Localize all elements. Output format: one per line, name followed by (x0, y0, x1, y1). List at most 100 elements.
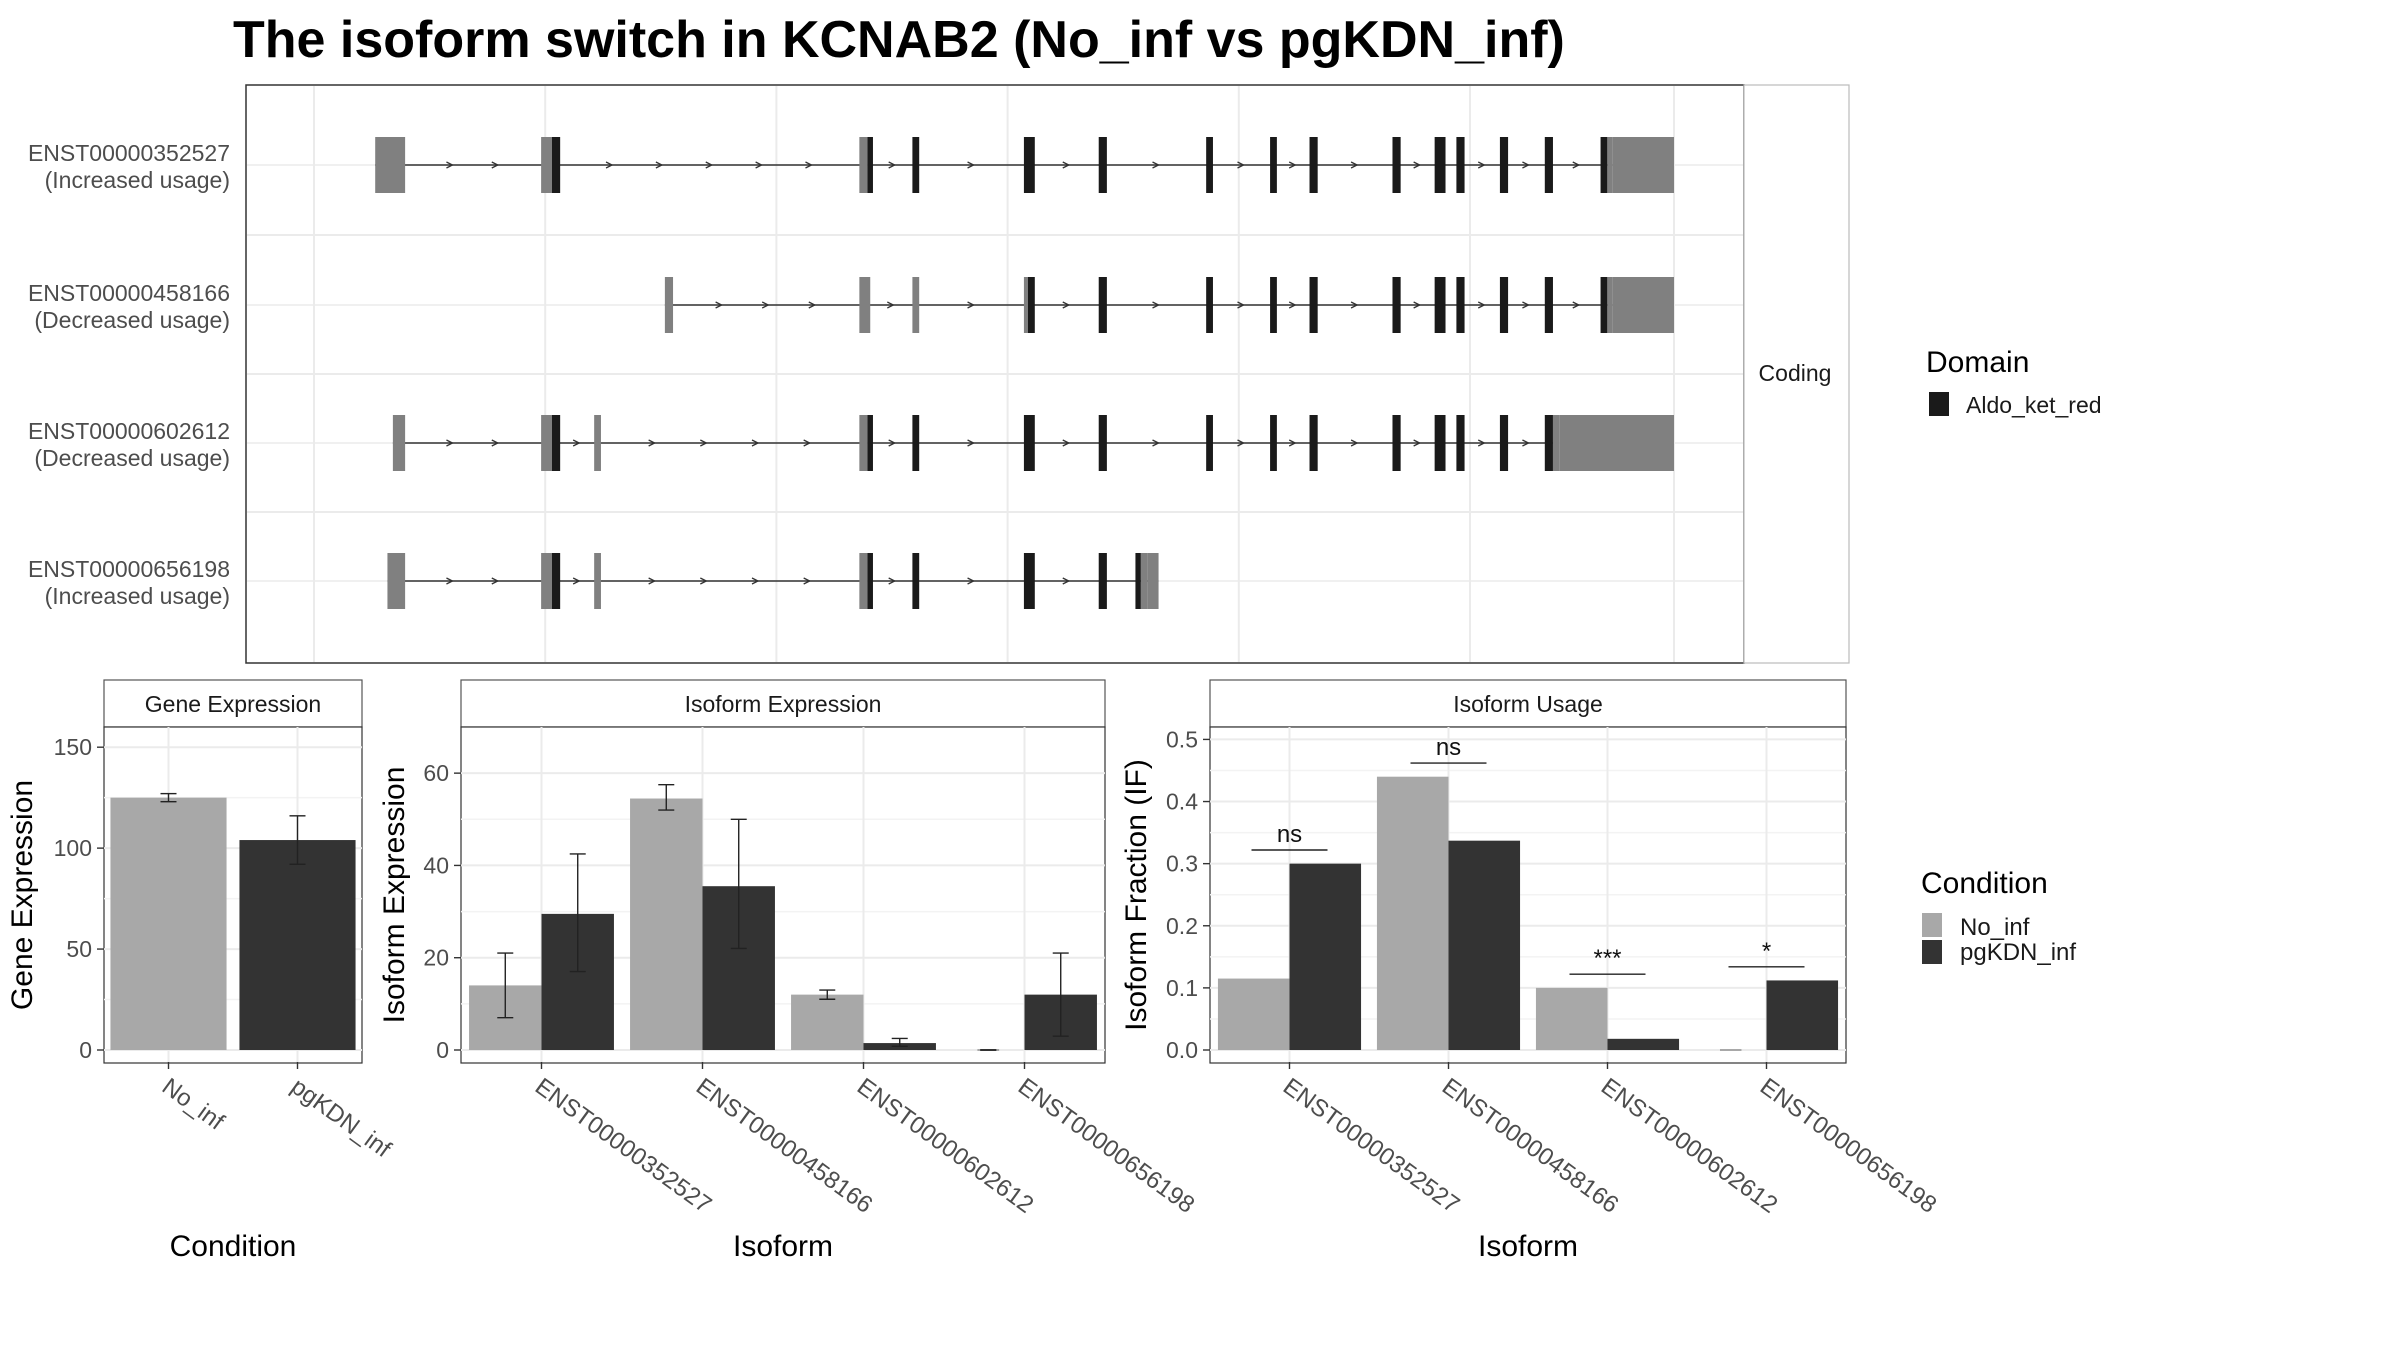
exon-utr (859, 277, 871, 333)
y-tick-label: 50 (66, 936, 92, 962)
gene-expression-xlabel: Condition (170, 1230, 297, 1263)
exon-domain-aldo-ket-red (1434, 415, 1446, 471)
strand-arrow (1350, 161, 1359, 169)
x-tick-label-enst00000602612: ENST00000602612 (1596, 1073, 1782, 1219)
bar-no-inf-enst00000602612 (791, 994, 864, 1050)
exon-domain-aldo-ket-red (1028, 277, 1035, 333)
isoform-expression-ylabel: Isoform Expression (378, 767, 411, 1024)
gene-structure-panel: ENST00000352527(Increased usage) ENST0000… (28, 84, 1850, 664)
condition-legend-label-pgkdn-inf: pgKDN_inf (1960, 939, 2076, 966)
exon-utr (1147, 553, 1159, 609)
exon-domain-aldo-ket-red (1206, 415, 1213, 471)
y-tick-label: 40 (423, 852, 449, 878)
exon-domain-aldo-ket-red (1135, 553, 1141, 609)
isoform-usage-xlabel: Isoform (1478, 1230, 1578, 1263)
x-tick-label-enst00000602612: ENST00000602612 (852, 1073, 1038, 1219)
exon-domain-aldo-ket-red (1098, 553, 1107, 609)
exon-utr (859, 137, 868, 193)
exon-domain-aldo-ket-red (1499, 277, 1509, 333)
exon-domain-aldo-ket-red (867, 137, 873, 193)
isoform-label-enst00000352527: ENST00000352527 (28, 140, 230, 166)
strand-arrow (491, 161, 500, 169)
strand-arrow (761, 301, 770, 309)
exon-domain-aldo-ket-red (1392, 415, 1401, 471)
exon-utr (541, 415, 552, 471)
exon-domain-aldo-ket-red (1456, 277, 1465, 333)
exon-domain-aldo-ket-red (1270, 137, 1277, 193)
exon-domain-aldo-ket-red (1544, 415, 1553, 471)
condition-legend-title: Condition (1921, 867, 2048, 900)
exon-domain-aldo-ket-red (1544, 137, 1553, 193)
strand-arrow (888, 439, 897, 447)
strand-arrow (715, 301, 724, 309)
figure-title: The isoform switch in KCNAB2 (No_inf vs … (233, 11, 1565, 69)
x-tick-label-enst00000352527: ENST00000352527 (530, 1073, 716, 1219)
x-tick-label-enst00000352527: ENST00000352527 (1278, 1073, 1464, 1219)
gene-expression-strip (103, 679, 363, 728)
x-tick-label-enst00000458166: ENST00000458166 (691, 1073, 877, 1219)
exon-utr (912, 277, 920, 333)
y-tick-label: 0 (436, 1037, 449, 1063)
bar-pgkdn-inf-enst00000458166 (1448, 840, 1521, 1050)
domain-legend-swatch (1929, 392, 1949, 416)
isoform-track-enst00000352527 (375, 137, 1674, 193)
strand-arrow (1062, 577, 1071, 585)
strand-arrow (1477, 161, 1486, 169)
x-tick-label-enst00000656198: ENST00000656198 (1013, 1073, 1199, 1219)
exon-domain-aldo-ket-red (912, 553, 920, 609)
strand-arrow (572, 439, 581, 447)
strand-arrow (1350, 301, 1359, 309)
isoform-usage-strip-label: Isoform Usage (1453, 691, 1603, 717)
strand-arrow (446, 577, 454, 585)
exon-domain-aldo-ket-red (867, 553, 873, 609)
condition-legend: Condition No_inf pgKDN_inf (1921, 867, 2076, 966)
condition-legend-swatch-pgkdn-inf (1922, 940, 1942, 964)
strand-arrow (888, 577, 897, 585)
exon-domain-aldo-ket-red (1499, 415, 1509, 471)
exon-utr (594, 553, 601, 609)
bar-no-inf-enst00000458166 (1376, 776, 1449, 1050)
domain-legend: Domain Aldo_ket_red (1926, 346, 2102, 418)
strand-arrow (967, 161, 976, 169)
exon-domain-aldo-ket-red (1270, 277, 1277, 333)
exon-domain-aldo-ket-red (1544, 277, 1553, 333)
strand-arrow (1572, 301, 1581, 309)
exon-utr (392, 415, 406, 471)
strand-arrow (1413, 161, 1422, 169)
strand-arrow (967, 577, 976, 585)
isoform-usage-strip (1209, 679, 1847, 728)
gene-expression-panel: Gene Expression 0 50 100 150 No_inf pgKDN_inf… (6, 679, 396, 1263)
x-tick-label-enst00000458166: ENST00000458166 (1437, 1073, 1623, 1219)
isoform-label-enst00000458166: ENST00000458166 (28, 280, 230, 306)
bar-pgkdn-inf (239, 840, 356, 1050)
strand-arrow (491, 577, 500, 585)
exon-utr (1023, 277, 1028, 333)
gene-expression-ylabel: Gene Expression (6, 780, 39, 1010)
strand-arrow (1572, 161, 1581, 169)
exon-domain-aldo-ket-red (1098, 277, 1107, 333)
bar-pgkdn-inf-enst00000352527 (1289, 863, 1362, 1050)
strand-arrow (1237, 161, 1245, 169)
strand-arrow (491, 439, 500, 447)
bar-no-inf-enst00000602612 (1535, 987, 1608, 1050)
bar-no-inf-enst00000352527 (1217, 978, 1290, 1050)
y-tick-label: 0 (79, 1037, 92, 1063)
isoform-expression-strip-label: Isoform Expression (685, 691, 882, 717)
exon-utr (1607, 277, 1613, 333)
strand-arrow (888, 161, 897, 169)
isoform-label-enst00000602612: ENST00000602612 (28, 418, 230, 444)
y-tick-label: 0.5 (1166, 726, 1198, 752)
strand-arrow (1062, 161, 1071, 169)
significance-label: * (1762, 938, 1771, 965)
exon-domain-aldo-ket-red (1600, 137, 1608, 193)
strand-arrow (1413, 439, 1422, 447)
isoform-track-enst00000458166 (664, 277, 1674, 333)
significance-label: ns (1277, 821, 1302, 848)
strand-arrow (1477, 439, 1486, 447)
strand-arrow (887, 301, 895, 309)
exon-utr (594, 415, 601, 471)
exon-utr (664, 277, 674, 333)
strand-arrow (1062, 439, 1071, 447)
isoform-usage-label: (Increased usage) (45, 167, 230, 193)
